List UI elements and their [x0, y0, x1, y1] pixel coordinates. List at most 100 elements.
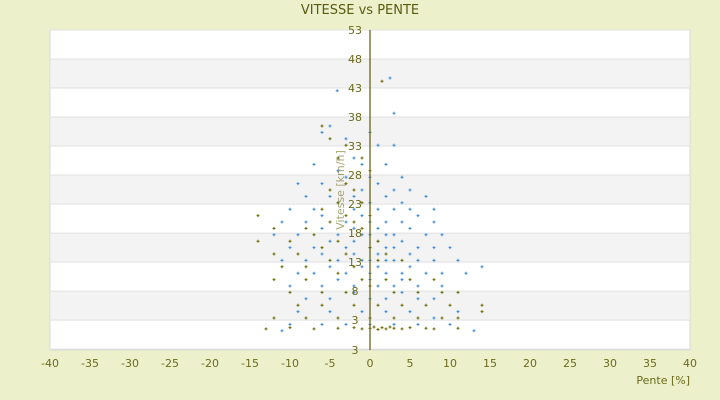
data-point-olive	[400, 258, 404, 262]
y-tick-label: 18	[348, 227, 362, 240]
data-point-olive	[352, 303, 356, 307]
data-point-blue	[304, 220, 308, 224]
data-point-blue	[296, 182, 300, 186]
data-point-olive	[456, 316, 460, 320]
data-point-olive	[384, 327, 388, 331]
data-point-blue	[360, 214, 364, 218]
data-point-olive	[360, 226, 364, 230]
data-point-blue	[328, 124, 332, 128]
data-point-blue	[392, 207, 396, 211]
data-point-olive	[336, 271, 340, 275]
data-point-blue	[384, 220, 388, 224]
data-point-olive	[304, 226, 308, 230]
data-point-blue	[328, 265, 332, 269]
y-tick-label: 43	[348, 82, 362, 95]
data-point-olive	[344, 214, 348, 218]
data-point-olive	[416, 316, 420, 320]
data-point-olive	[312, 327, 316, 331]
data-point-blue	[384, 233, 388, 237]
data-point-blue	[320, 322, 324, 326]
data-point-olive	[320, 124, 324, 128]
data-point-blue	[432, 297, 436, 301]
data-point-blue	[280, 258, 284, 262]
x-ticks: -40 -35 -30 -25 -20 -15 -10 -5 0 5 10 15 20 25 30 35 40	[41, 357, 697, 370]
data-point-olive	[360, 278, 364, 282]
data-point-blue	[424, 233, 428, 237]
data-point-blue	[280, 329, 284, 333]
data-point-blue	[312, 207, 316, 211]
data-point-olive	[400, 303, 404, 307]
data-point-olive	[408, 278, 412, 282]
data-point-blue	[416, 297, 420, 301]
data-point-blue	[440, 284, 444, 288]
y-tick-label: 48	[348, 53, 362, 66]
data-point-olive	[328, 258, 332, 262]
data-point-blue	[344, 137, 348, 141]
data-point-blue	[384, 194, 388, 198]
data-point-blue	[328, 194, 332, 198]
x-tick-label: 20	[523, 357, 537, 370]
data-point-blue	[352, 207, 356, 211]
data-point-blue	[376, 252, 380, 256]
data-point-olive	[320, 290, 324, 294]
data-point-olive	[256, 214, 260, 218]
data-point-blue	[416, 258, 420, 262]
data-point-olive	[336, 156, 340, 160]
data-point-olive	[380, 79, 384, 83]
data-point-blue	[400, 201, 404, 205]
data-point-olive	[416, 290, 420, 294]
data-point-blue	[392, 284, 396, 288]
data-point-olive	[352, 326, 356, 330]
data-point-olive	[312, 233, 316, 237]
data-point-olive	[272, 252, 276, 256]
data-point-blue	[392, 246, 396, 250]
data-point-olive	[264, 327, 268, 331]
data-point-blue	[360, 310, 364, 314]
data-point-olive	[344, 252, 348, 256]
data-point-olive	[392, 316, 396, 320]
data-point-blue	[376, 265, 380, 269]
data-point-blue	[408, 310, 412, 314]
data-point-blue	[312, 162, 316, 166]
data-point-blue	[376, 284, 380, 288]
data-point-blue	[440, 233, 444, 237]
data-point-blue	[376, 182, 380, 186]
data-point-blue	[344, 271, 348, 275]
data-point-blue	[400, 271, 404, 275]
data-point-blue	[392, 188, 396, 192]
data-point-olive	[328, 220, 332, 224]
x-tick-label: 15	[483, 357, 497, 370]
data-point-blue	[360, 258, 364, 262]
x-tick-label: 5	[407, 357, 414, 370]
data-point-blue	[392, 233, 396, 237]
data-point-olive	[440, 290, 444, 294]
data-point-blue	[344, 220, 348, 224]
data-point-olive	[352, 220, 356, 224]
data-point-blue	[352, 284, 356, 288]
data-point-blue	[296, 233, 300, 237]
y-tick-label: 3	[352, 314, 359, 327]
data-point-olive	[424, 303, 428, 307]
x-tick-label: -35	[81, 357, 99, 370]
data-point-olive	[328, 137, 332, 141]
data-point-blue	[288, 322, 292, 326]
data-point-blue	[388, 76, 392, 80]
data-point-blue	[392, 322, 396, 326]
x-tick-label: 40	[683, 357, 697, 370]
data-point-olive	[384, 278, 388, 282]
data-point-blue	[400, 278, 404, 282]
data-point-blue	[328, 239, 332, 243]
data-point-blue	[416, 214, 420, 218]
data-point-olive	[272, 316, 276, 320]
data-point-olive	[320, 207, 324, 211]
data-point-blue	[384, 297, 388, 301]
data-point-blue	[288, 246, 292, 250]
data-point-olive	[456, 326, 460, 330]
data-point-olive	[296, 252, 300, 256]
data-point-blue	[320, 214, 324, 218]
data-point-olive	[376, 328, 380, 332]
data-point-blue	[336, 233, 340, 237]
data-point-blue	[320, 182, 324, 186]
data-point-olive	[296, 303, 300, 307]
data-point-blue	[408, 226, 412, 230]
